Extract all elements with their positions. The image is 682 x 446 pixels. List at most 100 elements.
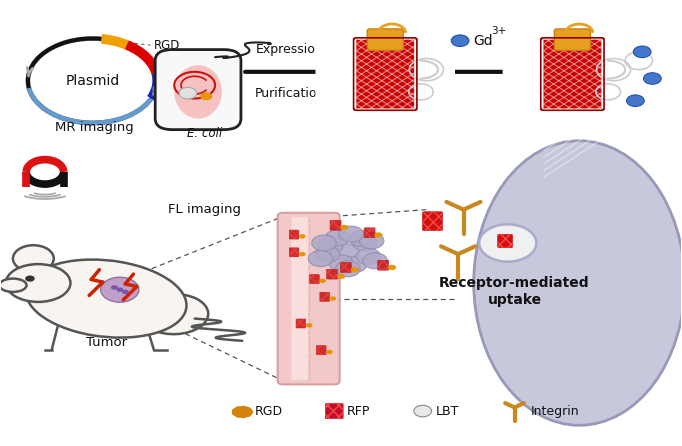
FancyBboxPatch shape (310, 275, 319, 284)
Circle shape (101, 277, 139, 302)
Circle shape (359, 233, 384, 249)
FancyBboxPatch shape (554, 29, 591, 50)
FancyBboxPatch shape (367, 29, 403, 50)
FancyBboxPatch shape (544, 38, 604, 110)
Text: Plasmid: Plasmid (65, 74, 120, 88)
FancyBboxPatch shape (291, 217, 308, 380)
Ellipse shape (174, 65, 222, 119)
FancyBboxPatch shape (378, 260, 389, 270)
Circle shape (326, 350, 333, 354)
FancyBboxPatch shape (541, 38, 604, 110)
Circle shape (374, 232, 383, 238)
Circle shape (388, 265, 396, 270)
Circle shape (363, 253, 387, 269)
FancyBboxPatch shape (602, 40, 642, 108)
Ellipse shape (0, 279, 27, 292)
Circle shape (414, 405, 432, 417)
FancyBboxPatch shape (325, 404, 343, 419)
FancyBboxPatch shape (340, 263, 351, 273)
Circle shape (200, 92, 212, 100)
FancyBboxPatch shape (542, 108, 603, 131)
Circle shape (239, 406, 248, 412)
FancyBboxPatch shape (296, 319, 306, 328)
Circle shape (451, 35, 469, 46)
Circle shape (179, 87, 196, 99)
FancyBboxPatch shape (330, 220, 341, 230)
Circle shape (235, 412, 244, 418)
FancyBboxPatch shape (542, 17, 603, 40)
FancyBboxPatch shape (546, 38, 604, 110)
Ellipse shape (140, 294, 208, 334)
FancyBboxPatch shape (355, 17, 415, 40)
Circle shape (122, 290, 129, 294)
Circle shape (13, 245, 54, 272)
Circle shape (329, 255, 353, 271)
Circle shape (232, 408, 241, 414)
Text: Expression: Expression (256, 43, 324, 56)
Text: E. coli: E. coli (188, 128, 222, 140)
FancyBboxPatch shape (289, 230, 299, 239)
Text: Receptor-mediated
uptake: Receptor-mediated uptake (439, 277, 590, 306)
Circle shape (299, 252, 306, 256)
FancyBboxPatch shape (414, 40, 455, 108)
Circle shape (353, 235, 377, 251)
Circle shape (349, 231, 374, 247)
Text: Integrin: Integrin (531, 405, 580, 417)
Circle shape (318, 237, 343, 253)
FancyBboxPatch shape (423, 212, 443, 231)
Circle shape (312, 235, 336, 251)
Circle shape (242, 407, 252, 413)
FancyBboxPatch shape (278, 213, 340, 384)
Text: RGD: RGD (154, 39, 180, 52)
FancyBboxPatch shape (503, 40, 544, 108)
FancyBboxPatch shape (364, 228, 375, 238)
Circle shape (111, 285, 118, 290)
Ellipse shape (26, 260, 186, 338)
Circle shape (644, 73, 662, 84)
Circle shape (479, 224, 536, 262)
FancyBboxPatch shape (316, 40, 356, 108)
Circle shape (325, 230, 350, 246)
Circle shape (339, 226, 364, 242)
Circle shape (239, 412, 248, 418)
FancyBboxPatch shape (316, 346, 326, 355)
Circle shape (299, 234, 306, 239)
FancyBboxPatch shape (353, 38, 417, 110)
FancyBboxPatch shape (320, 293, 329, 301)
Circle shape (25, 276, 35, 282)
FancyBboxPatch shape (327, 269, 338, 279)
FancyBboxPatch shape (498, 235, 512, 248)
Text: RGD: RGD (255, 405, 283, 417)
FancyBboxPatch shape (353, 38, 417, 110)
Circle shape (340, 225, 349, 230)
Circle shape (337, 274, 345, 279)
Text: FL imaging: FL imaging (168, 203, 241, 216)
Circle shape (319, 279, 326, 283)
Circle shape (306, 323, 312, 327)
Ellipse shape (6, 264, 70, 302)
FancyBboxPatch shape (355, 108, 415, 131)
Text: Tumor: Tumor (86, 336, 127, 349)
Circle shape (336, 261, 360, 277)
Circle shape (356, 248, 381, 264)
Circle shape (329, 296, 336, 301)
FancyBboxPatch shape (541, 38, 604, 110)
Text: RFP: RFP (161, 63, 182, 76)
Circle shape (315, 246, 340, 262)
Text: RFP: RFP (347, 405, 370, 417)
Circle shape (308, 251, 333, 267)
Circle shape (634, 46, 651, 58)
Circle shape (117, 288, 123, 292)
Circle shape (243, 409, 253, 415)
Ellipse shape (474, 141, 682, 425)
FancyBboxPatch shape (155, 50, 241, 130)
Circle shape (342, 256, 367, 273)
Text: LBT: LBT (161, 94, 183, 107)
Text: Gd: Gd (474, 34, 493, 48)
Circle shape (351, 267, 359, 273)
FancyBboxPatch shape (359, 38, 417, 110)
Text: MR imaging: MR imaging (55, 121, 134, 134)
FancyBboxPatch shape (289, 248, 299, 257)
Text: LBT: LBT (436, 405, 459, 417)
Text: 3+: 3+ (491, 26, 506, 36)
